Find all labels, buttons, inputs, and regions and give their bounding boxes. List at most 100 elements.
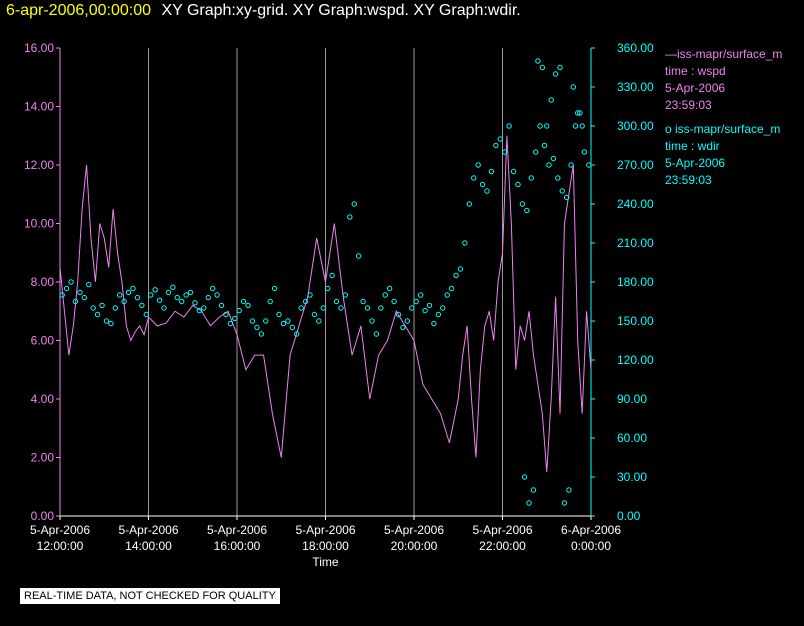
series-wdir-point xyxy=(108,320,114,327)
series-wdir-point xyxy=(369,318,375,324)
legend-wdir-swatch: o xyxy=(665,122,676,136)
series-wdir-point xyxy=(391,298,397,305)
series-wdir-point xyxy=(484,188,490,194)
series-wdir-point xyxy=(541,142,548,149)
series-wdir-point xyxy=(570,84,576,90)
series-wdir-point xyxy=(285,318,291,324)
series-wdir-point xyxy=(561,500,568,506)
series-wdir-point xyxy=(515,181,521,188)
series-wdir-point xyxy=(386,285,393,292)
series-wdir-point xyxy=(559,188,565,194)
legend-wspd: —iss-mapr/surface_m time : wspd 5-Apr-20… xyxy=(665,46,804,114)
right-tick-label: 120.00 xyxy=(617,353,654,367)
series-wdir-point xyxy=(471,175,477,181)
left-tick-label: 6.00 xyxy=(31,334,55,348)
legend-wdir-line4: 23:59:03 xyxy=(665,173,712,187)
series-wdir-point xyxy=(563,194,570,201)
chart-header: 6-apr-2006,00:00:00 XY Graph:xy-grid. XY… xyxy=(6,2,521,20)
series-wdir-point xyxy=(579,123,585,129)
left-tick-label: 4.00 xyxy=(31,392,55,406)
series-wdir-point xyxy=(435,311,442,318)
series-wdir-point xyxy=(528,175,534,181)
series-wdir-point xyxy=(557,64,563,71)
x-tick-date: 5-Apr-2006 xyxy=(384,523,444,537)
series-wdir-point xyxy=(351,201,357,207)
x-tick-date: 5-Apr-2006 xyxy=(295,523,355,537)
legend-wdir: o iss-mapr/surface_m time : wdir 5-Apr-2… xyxy=(665,121,804,189)
series-wdir-point xyxy=(440,305,446,311)
right-tick-label: 360.00 xyxy=(617,41,654,55)
right-tick-label: 330.00 xyxy=(617,80,654,94)
right-tick-label: 150.00 xyxy=(617,314,654,328)
series-wdir-point xyxy=(307,292,313,298)
series-wdir-point xyxy=(245,302,251,309)
series-wdir-point xyxy=(218,302,225,309)
series-wdir-point xyxy=(475,162,481,168)
series-wdir-point xyxy=(289,324,296,331)
series-wdir-point xyxy=(316,318,322,324)
series-wdir-point xyxy=(382,292,388,298)
series-wdir-point xyxy=(249,318,256,324)
series-wdir-point xyxy=(404,318,411,324)
series-wdir-point xyxy=(462,240,468,246)
series-wdir-point xyxy=(479,181,486,188)
series-wdir-point xyxy=(373,331,380,337)
series-wdir-point xyxy=(426,302,433,309)
series-wdir-point xyxy=(532,149,539,155)
series-wdir-point xyxy=(502,149,508,155)
series-wdir-point xyxy=(170,284,176,290)
series-wdir-point xyxy=(493,142,499,149)
series-wdir-point xyxy=(192,300,198,306)
right-tick-label: 210.00 xyxy=(617,236,654,250)
series-wdir-point xyxy=(422,307,428,314)
x-tick-date: 5-Apr-2006 xyxy=(118,523,178,537)
right-tick-label: 240.00 xyxy=(617,197,654,211)
series-wdir-point xyxy=(271,285,278,292)
series-wdir-point xyxy=(568,162,574,168)
series-wdir-point xyxy=(258,331,265,337)
series-wdir-point xyxy=(546,162,552,168)
series-wspd-line xyxy=(59,135,592,473)
series-wdir-point xyxy=(338,305,344,311)
quality-notice: REAL-TIME DATA, NOT CHECKED FOR QUALITY xyxy=(20,588,280,604)
series-wdir-point xyxy=(267,298,273,305)
series-wdir-point xyxy=(355,253,362,259)
series-wdir-point xyxy=(117,292,123,298)
series-wdir-point xyxy=(148,292,154,298)
series-wdir-point xyxy=(183,292,189,298)
series-wdir-point xyxy=(94,311,101,318)
series-wdir-point xyxy=(378,305,384,311)
series-wdir-point xyxy=(325,285,331,292)
series-wdir-point xyxy=(555,175,561,181)
series-wdir-point xyxy=(205,294,211,301)
x-tick-time: 14:00:00 xyxy=(125,539,172,553)
series-wdir-point xyxy=(488,168,495,175)
series-wdir-point xyxy=(232,315,238,322)
series-wdir-point xyxy=(143,311,149,318)
left-tick-label: 10.00 xyxy=(24,217,54,231)
series-wdir-point xyxy=(417,292,424,298)
x-tick-time: 16:00:00 xyxy=(214,539,261,553)
series-wdir-point xyxy=(165,289,172,296)
series-wdir-point xyxy=(444,292,450,298)
series-wdir-point xyxy=(302,298,309,305)
series-wdir-point xyxy=(276,311,282,318)
left-tick-label: 12.00 xyxy=(24,158,54,172)
series-wdir-point xyxy=(90,305,96,311)
x-tick-date: 5-Apr-2006 xyxy=(207,523,267,537)
right-tick-label: 180.00 xyxy=(617,275,654,289)
series-wdir-point xyxy=(196,307,203,314)
right-tick-label: 270.00 xyxy=(617,158,654,172)
series-wdir-point xyxy=(413,298,419,305)
series-wdir-point xyxy=(134,294,141,301)
series-wdir-point xyxy=(409,305,415,311)
x-tick-date: 5-Apr-2006 xyxy=(30,523,90,537)
series-wdir-point xyxy=(530,487,537,493)
series-wdir-point xyxy=(174,294,180,301)
left-tick-label: 0.00 xyxy=(31,509,55,523)
series-wdir-point xyxy=(311,311,318,318)
x-tick-time: 18:00:00 xyxy=(302,539,349,553)
series-wdir-point xyxy=(214,292,220,298)
left-tick-label: 14.00 xyxy=(24,100,54,114)
